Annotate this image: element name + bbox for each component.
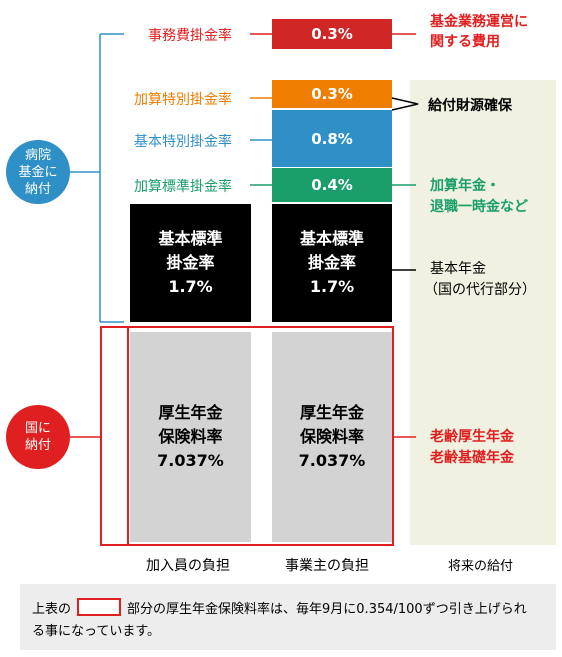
hospital-circle-line2: 基金に	[18, 164, 58, 180]
welfare-member-line2: 保険料率	[158, 427, 223, 446]
add-special-rate-value: 0.3%	[311, 85, 353, 103]
footer-note: 上表の 部分の厚生年金保険料率は、毎年9月に0.354/100ずつ引き上げられ る…	[20, 584, 556, 650]
column-member: 加入員の負担	[146, 558, 230, 574]
footer-text-line1: 部分の厚生年金保険料率は、毎年9月に0.354/100ずつ引き上げられ	[127, 602, 527, 617]
add-standard-rate-box: 0.4%	[272, 168, 392, 202]
right-label-old-age: 老齢厚生年金 老齢基礎年金	[430, 427, 514, 469]
country-circle-line2: 納付	[24, 438, 51, 453]
hospital-circle-line1: 病院	[24, 147, 51, 163]
footer-text-line2: る事になっています。	[32, 624, 161, 639]
basic-standard-box-employer: 基本標準 掛金率 1.7%	[272, 204, 392, 322]
basic-standard-box-member: 基本標準 掛金率 1.7%	[130, 204, 251, 322]
welfare-employer-line2: 保険料率	[299, 427, 364, 446]
basic-standard-employer-line2: 掛金率	[307, 253, 356, 272]
right-label-admin-line1: 基金業務運営に	[430, 14, 528, 30]
right-label-basic-pension: 基本年金 （国の代行部分）	[424, 259, 536, 301]
right-label-old-age-line1: 老齢厚生年金	[430, 429, 514, 445]
hospital-circle-line3: 納付	[24, 181, 51, 197]
welfare-employer-line1: 厚生年金	[299, 403, 364, 422]
right-label-old-age-line2: 老齢基礎年金	[430, 450, 514, 466]
basic-standard-employer-line3: 1.7%	[309, 277, 355, 296]
welfare-pension-box-employer: 厚生年金 保険料率 7.037%	[272, 332, 392, 542]
country-circle-line1: 国に	[24, 421, 51, 436]
welfare-member-line1: 厚生年金	[158, 403, 223, 422]
column-future: 将来の給付	[448, 559, 514, 574]
label-add-special-rate: 加算特別掛金率	[134, 92, 232, 108]
label-admin-rate: 事務費掛金率	[148, 28, 232, 44]
right-label-add-pension-line1: 加算年金・	[430, 178, 500, 194]
basic-special-rate-box: 0.8%	[272, 110, 392, 167]
basic-standard-member-line3: 1.7%	[168, 277, 213, 296]
footer-red-box-icon	[77, 598, 122, 616]
hospital-fund-circle: 病院 基金に 納付	[6, 140, 70, 204]
right-label-basic-pension-line1: 基本年金	[430, 261, 486, 277]
welfare-pension-frame	[100, 326, 394, 546]
column-employer: 事業主の負担	[285, 558, 369, 574]
right-label-add-pension-line2: 退職一時金など	[430, 199, 528, 215]
footer-prefix: 上表の	[32, 602, 72, 617]
basic-standard-employer-line1: 基本標準	[299, 229, 364, 248]
welfare-member-line3: 7.037%	[157, 451, 224, 470]
country-circle: 国に 納付	[6, 405, 70, 469]
right-label-admin-line2: 関する費用	[430, 34, 500, 50]
basic-standard-member-line1: 基本標準	[158, 229, 223, 248]
welfare-employer-line3: 7.037%	[298, 451, 366, 470]
label-basic-special-rate: 基本特別掛金率	[134, 134, 232, 150]
admin-rate-box: 0.3%	[272, 19, 392, 49]
label-add-standard-rate: 加算標準掛金率	[134, 179, 232, 195]
basic-special-rate-value: 0.8%	[311, 129, 353, 148]
welfare-pension-box-member: 厚生年金 保険料率 7.037%	[130, 332, 251, 542]
future-benefit-panel	[410, 80, 556, 545]
right-label-benefit-source: 給付財源確保	[428, 98, 512, 114]
right-label-basic-pension-line2: （国の代行部分）	[424, 282, 536, 298]
add-standard-rate-value: 0.4%	[311, 176, 353, 194]
basic-standard-member-line2: 掛金率	[166, 253, 215, 272]
add-special-rate-box: 0.3%	[272, 80, 392, 108]
admin-rate-value: 0.3%	[311, 25, 353, 43]
welfare-pension-inner-frame	[127, 326, 141, 546]
right-label-admin: 基金業務運営に 関する費用	[430, 12, 528, 52]
right-label-add-pension: 加算年金・ 退職一時金など	[430, 176, 528, 218]
footer-line1: 上表の 部分の厚生年金保険料率は、毎年9月に0.354/100ずつ引き上げられ	[32, 598, 544, 621]
